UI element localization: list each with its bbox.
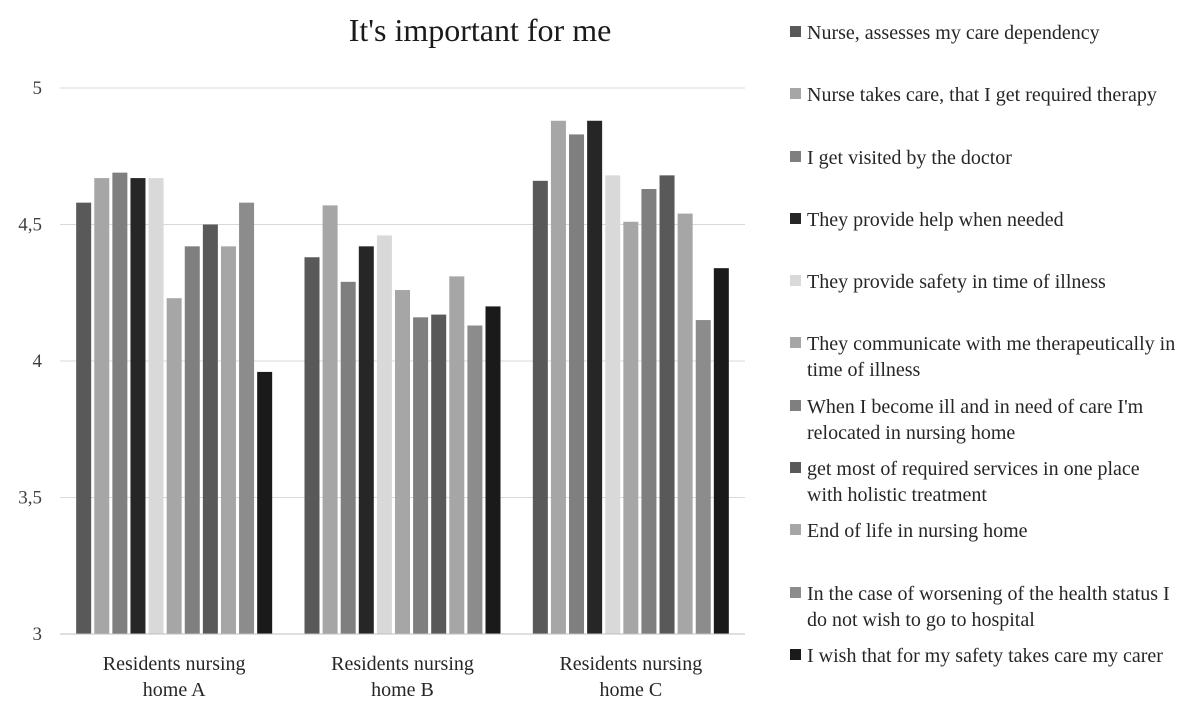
bar bbox=[112, 172, 128, 634]
legend-swatch bbox=[790, 400, 801, 411]
legend-item: I wish that for my safety takes care my … bbox=[790, 643, 1180, 669]
bar bbox=[587, 120, 603, 634]
y-tick-label: 3 bbox=[33, 624, 43, 645]
bar bbox=[358, 246, 374, 634]
y-tick-label: 4,5 bbox=[18, 215, 42, 236]
bar bbox=[431, 314, 447, 634]
bar bbox=[605, 175, 621, 635]
plot-area: 33,544,55 Residents nursing home AResiden… bbox=[18, 78, 745, 701]
bar bbox=[713, 268, 729, 634]
legend-swatch bbox=[790, 649, 801, 660]
legend-item: When I become ill and in need of care I'… bbox=[790, 394, 1180, 446]
y-tick-label: 3,5 bbox=[18, 488, 42, 509]
bar bbox=[130, 178, 146, 634]
chart-title: It's important for me bbox=[348, 12, 612, 48]
legend-label: I wish that for my safety takes care my … bbox=[807, 645, 1163, 667]
bar bbox=[550, 120, 566, 634]
bar bbox=[76, 202, 92, 634]
legend-swatch bbox=[790, 587, 801, 598]
bar bbox=[413, 317, 429, 634]
legend-swatch bbox=[790, 151, 801, 162]
bar bbox=[677, 213, 693, 634]
y-tick-label: 5 bbox=[33, 78, 43, 99]
bar bbox=[94, 178, 110, 634]
bar bbox=[532, 180, 548, 634]
legend-item: In the case of worsening of the health s… bbox=[790, 581, 1180, 633]
legend-item: I get visited by the doctor bbox=[790, 145, 1180, 171]
legend-swatch bbox=[790, 275, 801, 286]
legend-label: Nurse, assesses my care dependency bbox=[807, 22, 1100, 44]
x-category-label: Residents nursing home B bbox=[331, 653, 474, 701]
legend-item: They provide safety in time of illness bbox=[790, 269, 1180, 295]
legend-label: They communicate with me therapeutically… bbox=[807, 333, 1176, 381]
legend-item: Nurse takes care, that I get required th… bbox=[790, 82, 1180, 108]
y-tick-label: 4 bbox=[33, 351, 43, 372]
legend-label: get most of required services in one pla… bbox=[807, 458, 1140, 506]
bar bbox=[322, 205, 338, 634]
bar bbox=[239, 202, 255, 634]
legend-label: Nurse takes care, that I get required th… bbox=[807, 84, 1157, 106]
legend-item: get most of required services in one pla… bbox=[790, 456, 1180, 508]
bars bbox=[76, 120, 729, 635]
bar bbox=[659, 175, 675, 635]
legend-swatch bbox=[790, 213, 801, 224]
bar bbox=[449, 276, 465, 634]
legend-label: End of life in nursing home bbox=[807, 520, 1028, 542]
legend-swatch bbox=[790, 88, 801, 99]
legend-swatch bbox=[790, 26, 801, 37]
legend-item: End of life in nursing home bbox=[790, 518, 1180, 544]
legend-item: They communicate with me therapeutically… bbox=[790, 331, 1180, 383]
bar bbox=[376, 235, 392, 635]
bar bbox=[641, 189, 657, 634]
bar bbox=[202, 224, 218, 634]
bar bbox=[148, 178, 164, 634]
bar bbox=[340, 281, 356, 634]
x-axis-categories: Residents nursing home A Residents nursing… bbox=[103, 653, 702, 701]
legend-swatch bbox=[790, 337, 801, 348]
bar bbox=[257, 371, 273, 634]
legend-label: In the case of worsening of the health s… bbox=[807, 583, 1170, 631]
legend: Nurse, assesses my care dependency Nurse … bbox=[790, 0, 1184, 702]
x-category-label: Residents nursing home C bbox=[559, 653, 702, 701]
legend-item: Nurse, assesses my care dependency bbox=[790, 20, 1180, 46]
bar bbox=[184, 246, 200, 634]
bar bbox=[220, 246, 236, 634]
legend-swatch bbox=[790, 524, 801, 535]
y-axis-ticks: 3 3,5 4 4,5 5 bbox=[18, 78, 42, 645]
bar bbox=[166, 298, 182, 634]
legend-label: I get visited by the doctor bbox=[807, 147, 1012, 169]
bar bbox=[485, 306, 501, 634]
bar bbox=[623, 221, 639, 634]
legend-label: They provide help when needed bbox=[807, 209, 1064, 231]
bar bbox=[695, 320, 711, 634]
legend-label: They provide safety in time of illness bbox=[807, 271, 1106, 293]
x-category-label: Residents nursing home A bbox=[103, 653, 246, 701]
bar bbox=[569, 134, 585, 634]
legend-label: When I become ill and in need of care I'… bbox=[807, 396, 1144, 444]
bar bbox=[467, 325, 483, 634]
legend-swatch bbox=[790, 462, 801, 473]
bar bbox=[395, 290, 410, 634]
bar bbox=[304, 257, 320, 634]
legend-item: They provide help when needed bbox=[790, 207, 1180, 233]
